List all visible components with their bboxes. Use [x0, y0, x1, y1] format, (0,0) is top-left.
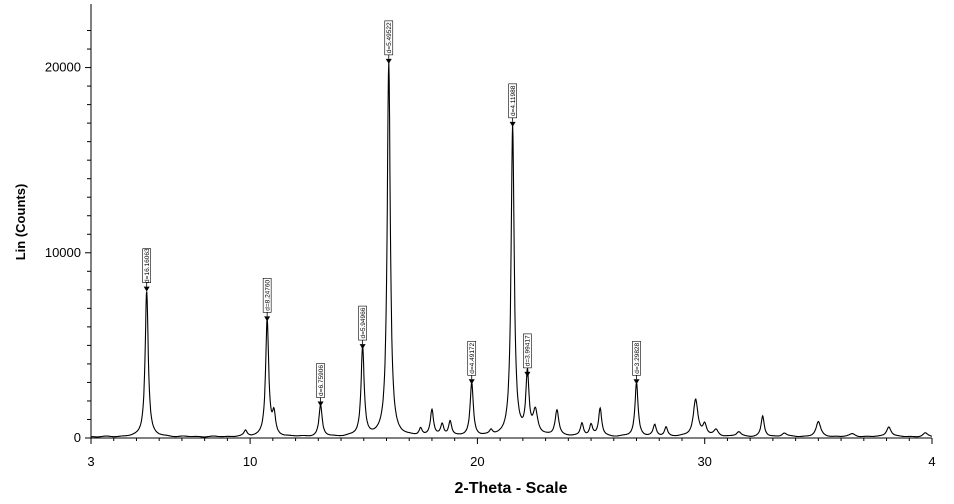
- plot-frame: [90, 4, 932, 439]
- series-layer: [91, 62, 933, 438]
- peak-annotation: d=8.24760: [262, 278, 272, 322]
- annotation-layer: d=16.16063 d=8.24760 d=6.75906 d=5.94966 d=5…: [142, 20, 641, 407]
- peak-label-box: [316, 363, 325, 398]
- peak-label-box: [358, 305, 367, 341]
- peak-label: d=4.11988: [510, 85, 517, 116]
- peak-annotation: d=4.11988: [508, 83, 517, 127]
- y-tick-label: 10000: [45, 245, 81, 260]
- peak-label-box: [142, 248, 151, 283]
- peak-annotation: d=5.94966: [358, 305, 367, 350]
- x-tick-label: 20: [470, 454, 484, 469]
- peak-marker: [468, 379, 475, 385]
- x-tick-label: 4: [928, 454, 935, 469]
- x-tick-label: 30: [697, 454, 711, 469]
- x-axis-ticks: 3 10 20 30 4: [87, 438, 936, 469]
- peak-marker: [385, 58, 392, 64]
- x-tick-label: 10: [243, 454, 257, 469]
- peak-label-box: [632, 340, 641, 376]
- y-axis-ticks: 0 10000 20000: [45, 30, 91, 445]
- peak-label: d=16.16063: [144, 248, 151, 283]
- diffraction-line: [91, 62, 933, 438]
- peak-label-box: [523, 333, 532, 369]
- y-tick-label: 20000: [45, 60, 81, 75]
- peak-label: d=4.49172: [469, 342, 476, 373]
- x-tick-label: 3: [87, 454, 94, 469]
- x-axis-title: 2-Theta - Scale: [455, 480, 568, 497]
- peak-label: d=5.94966: [360, 307, 367, 338]
- peak-label: d=3.99417: [525, 335, 532, 366]
- peak-label-box: [508, 83, 517, 119]
- y-axis-title: Lin (Counts): [13, 184, 28, 261]
- peak-annotation: d=16.16063: [142, 248, 151, 292]
- peak-label: d=3.29828: [634, 342, 641, 373]
- peak-marker: [633, 379, 640, 385]
- peak-label: d=8.24760: [264, 279, 271, 310]
- peak-marker: [264, 316, 271, 322]
- y-tick-label: 0: [74, 430, 81, 445]
- peak-annotation: d=5.49522: [384, 20, 394, 64]
- peak-label-box: [384, 20, 394, 56]
- peak-label: d=6.75906: [318, 365, 325, 396]
- peak-marker: [509, 121, 516, 127]
- peak-annotation: d=3.99417: [523, 333, 532, 377]
- peak-label: d=5.49522: [386, 22, 393, 53]
- peak-annotation: d=6.75906: [316, 363, 325, 407]
- peak-annotation: d=3.29828: [632, 340, 641, 385]
- peak-marker: [359, 344, 366, 350]
- peak-label-box: [467, 340, 477, 376]
- peak-label-box: [262, 278, 272, 313]
- peak-marker: [143, 286, 150, 292]
- peak-annotation: d=4.49172: [467, 340, 477, 385]
- peak-marker: [524, 371, 531, 377]
- peak-marker: [317, 401, 324, 407]
